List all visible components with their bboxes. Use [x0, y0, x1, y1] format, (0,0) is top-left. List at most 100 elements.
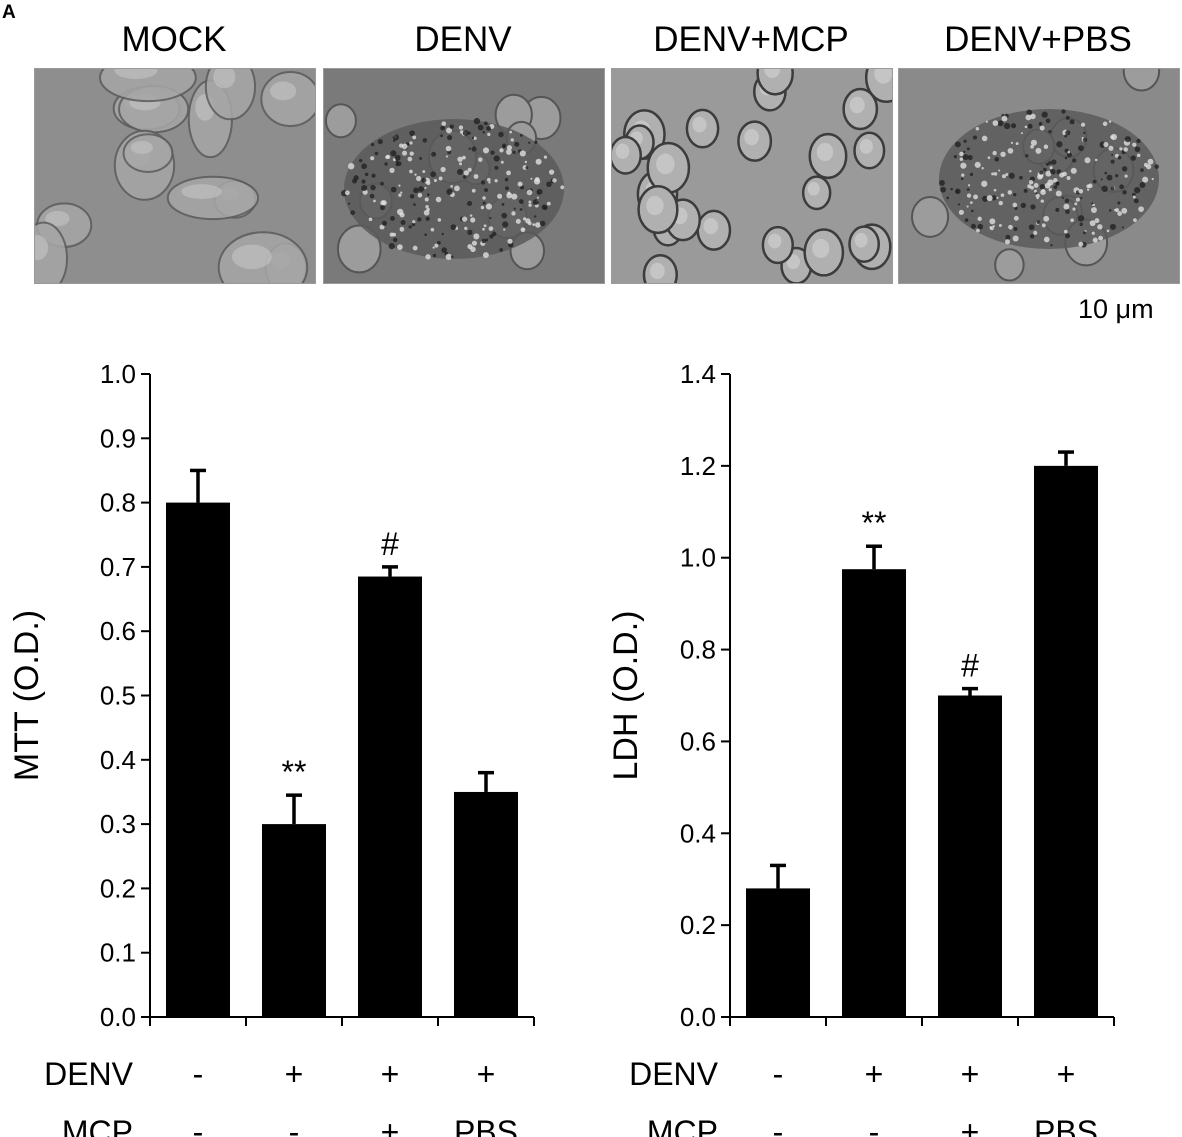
granule — [958, 209, 964, 215]
cell-highlight — [130, 140, 153, 155]
granule — [437, 218, 442, 222]
granule — [1033, 230, 1038, 235]
cell-highlight — [816, 142, 834, 162]
granule — [1053, 185, 1058, 189]
granule — [1062, 171, 1067, 177]
y-tick-label: 0.6 — [680, 726, 716, 756]
granule — [407, 156, 413, 162]
granule — [1140, 168, 1144, 172]
granule — [408, 225, 412, 229]
granule — [440, 125, 446, 131]
granule — [1094, 158, 1098, 162]
granule — [532, 223, 536, 227]
granule — [974, 161, 981, 168]
granule — [1108, 120, 1112, 123]
granule — [946, 196, 950, 200]
granule — [1039, 170, 1044, 175]
cell-shape — [994, 248, 1025, 282]
granule — [1121, 166, 1128, 172]
granule — [482, 201, 486, 205]
granule — [1038, 122, 1043, 126]
granule — [1030, 204, 1036, 210]
granule — [1000, 193, 1005, 197]
granule — [482, 227, 485, 231]
granule — [430, 171, 436, 178]
granule — [490, 150, 495, 155]
cell-highlight — [849, 96, 865, 114]
granule — [1010, 123, 1017, 129]
granule — [1053, 178, 1058, 183]
granule — [1083, 131, 1086, 135]
granule — [385, 155, 390, 159]
granule — [494, 179, 498, 183]
granule — [425, 254, 431, 260]
granule — [1136, 153, 1141, 158]
granule — [417, 217, 422, 222]
granule — [1024, 125, 1028, 129]
granule — [1091, 231, 1095, 235]
y-tick-label: 0.4 — [680, 818, 716, 848]
granule — [991, 172, 995, 176]
granule — [473, 174, 479, 179]
y-tick-label: 0.6 — [100, 616, 136, 646]
granule — [487, 132, 491, 137]
granule — [1061, 196, 1065, 200]
granule — [447, 134, 453, 141]
granule — [515, 218, 521, 224]
granule — [433, 179, 437, 183]
granule — [424, 233, 427, 236]
granule — [975, 126, 980, 131]
granule — [379, 224, 385, 230]
granule — [1134, 187, 1141, 194]
granule — [981, 167, 984, 170]
micrograph-denv-pbs — [898, 68, 1180, 284]
granule — [998, 223, 1002, 227]
granule — [1045, 170, 1052, 177]
significance-label: # — [961, 648, 979, 684]
granule — [1069, 119, 1075, 125]
granule — [426, 180, 431, 186]
cell-shape — [756, 69, 794, 96]
granule — [359, 158, 363, 163]
granule — [1050, 243, 1053, 247]
granule — [394, 154, 401, 161]
granule — [548, 169, 555, 175]
granule — [395, 160, 399, 164]
treatment-cell: + — [477, 1056, 496, 1092]
granule — [997, 120, 1004, 127]
granule — [1106, 229, 1110, 233]
treatment-cell: + — [381, 1114, 400, 1137]
granule — [409, 169, 413, 174]
y-tick-label: 0.2 — [680, 910, 716, 940]
treatment-cell: - — [289, 1114, 300, 1137]
granule — [1089, 220, 1096, 227]
granule — [478, 157, 483, 162]
granule — [1033, 182, 1039, 188]
granule — [1028, 224, 1035, 231]
granule — [464, 226, 468, 231]
cell-highlight — [786, 254, 800, 270]
granule — [982, 195, 989, 202]
y-tick-label: 0.1 — [100, 938, 136, 968]
granule — [967, 184, 971, 187]
granule — [1082, 231, 1086, 235]
granule — [502, 221, 509, 228]
granule — [1119, 147, 1123, 151]
granule — [424, 186, 427, 190]
treatment-cell: + — [961, 1056, 980, 1092]
granule — [962, 154, 969, 161]
granule — [1041, 223, 1046, 228]
treatment-cell: PBS — [454, 1114, 518, 1137]
granule — [467, 244, 473, 250]
granule — [1051, 159, 1057, 165]
granule — [985, 120, 988, 123]
cell-highlight — [656, 153, 675, 175]
treatment-cell: - — [773, 1114, 784, 1137]
granule — [1012, 235, 1019, 242]
granule — [954, 141, 961, 148]
granule — [505, 149, 512, 155]
granule — [1132, 142, 1137, 147]
granule — [389, 232, 394, 237]
granule — [457, 156, 463, 162]
granule — [445, 155, 449, 158]
